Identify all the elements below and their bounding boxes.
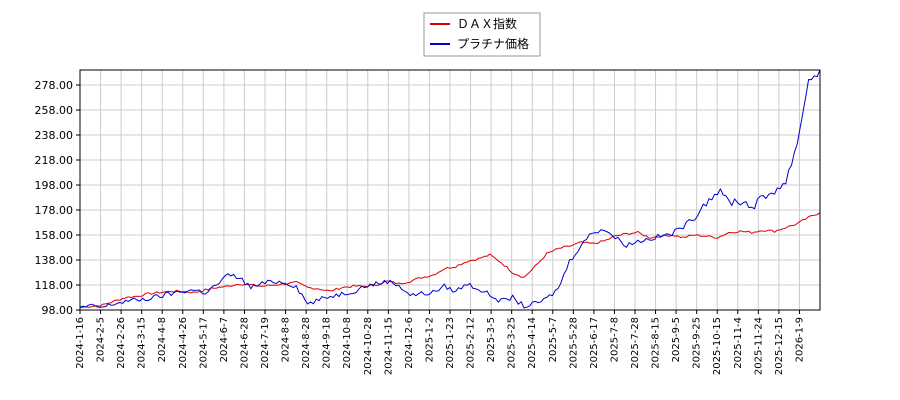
- x-tick-label: 2025-3-25: [507, 317, 518, 369]
- x-tick-label: 2024-6-28: [239, 317, 250, 369]
- x-tick-label: 2024-11-15: [383, 317, 394, 375]
- x-tick-label: 2024-12-6: [404, 317, 415, 369]
- x-tick-label: 2024-4-8: [157, 317, 168, 362]
- x-tick-label: 2025-4-14: [527, 317, 538, 369]
- x-tick-label: 2025-5-7: [548, 317, 559, 362]
- x-tick-label: 2025-11-4: [733, 317, 744, 369]
- x-axis: 2024-1-16 2024-2-5 2024-2-26 2024-3-15 2024-…: [75, 310, 805, 375]
- y-tick-label: 158.00: [35, 229, 74, 242]
- x-tick-label: 2024-2-5: [96, 317, 107, 362]
- series-line-0: [79, 212, 821, 308]
- x-tick-label: 2024-10-28: [363, 317, 374, 375]
- x-tick-label: 2025-3-5: [486, 317, 497, 362]
- x-tick-label: 2025-7-28: [630, 317, 641, 369]
- x-tick-label: 2024-2-26: [116, 317, 127, 369]
- series-line-1: [79, 69, 821, 309]
- legend-box: [423, 12, 541, 57]
- x-tick-label: 2025-5-28: [568, 317, 579, 369]
- y-tick-label: 258.00: [35, 104, 74, 117]
- x-tick-label: 2025-12-15: [774, 317, 785, 375]
- x-tick-label: 2024-8-8: [281, 317, 292, 362]
- x-tick-label: 2025-7-8: [609, 317, 620, 362]
- x-tick-label: 2025-8-15: [651, 317, 662, 369]
- x-tick-label: 2024-10-8: [342, 317, 353, 369]
- y-tick-label: 238.00: [35, 129, 74, 142]
- x-tick-label: 2025-1-23: [445, 317, 456, 369]
- series-lines: [79, 69, 821, 309]
- x-tick-label: 2025-1-2: [424, 317, 435, 362]
- y-tick-label: 98.00: [42, 304, 74, 317]
- y-tick-label: 198.00: [35, 179, 74, 192]
- legend-label: プラチナ価格: [457, 36, 529, 51]
- x-tick-label: 2024-3-15: [137, 317, 148, 369]
- x-tick-label: 2025-11-24: [753, 317, 764, 375]
- x-tick-label: 2025-6-17: [589, 317, 600, 369]
- x-tick-label: 2025-10-15: [712, 317, 723, 375]
- x-tick-label: 2025-9-25: [692, 317, 703, 369]
- y-tick-label: 278.00: [35, 79, 74, 92]
- x-tick-label: 2024-5-17: [198, 317, 209, 369]
- x-tick-label: 2024-6-7: [219, 317, 230, 362]
- x-tick-label: 2024-7-19: [260, 317, 271, 369]
- y-axis: 98.00 118.00 138.00 158.00 178.00 198.00 218.0…: [35, 79, 80, 317]
- x-tick-label: 2024-9-18: [322, 317, 333, 369]
- x-tick-label: 2024-1-16: [75, 317, 86, 369]
- y-tick-label: 218.00: [35, 154, 74, 167]
- grid: [79, 70, 820, 311]
- x-tick-label: 2024-4-26: [178, 317, 189, 369]
- x-tick-label: 2026-1-9: [794, 317, 805, 362]
- y-tick-label: 118.00: [35, 279, 74, 292]
- y-tick-label: 138.00: [35, 254, 74, 267]
- x-tick-label: 2025-9-5: [671, 317, 682, 362]
- x-tick-label: 2024-8-28: [301, 317, 312, 369]
- y-tick-label: 178.00: [35, 204, 74, 217]
- x-tick-label: 2025-2-12: [466, 317, 477, 369]
- legend-label: ＤＡＸ指数: [457, 16, 517, 31]
